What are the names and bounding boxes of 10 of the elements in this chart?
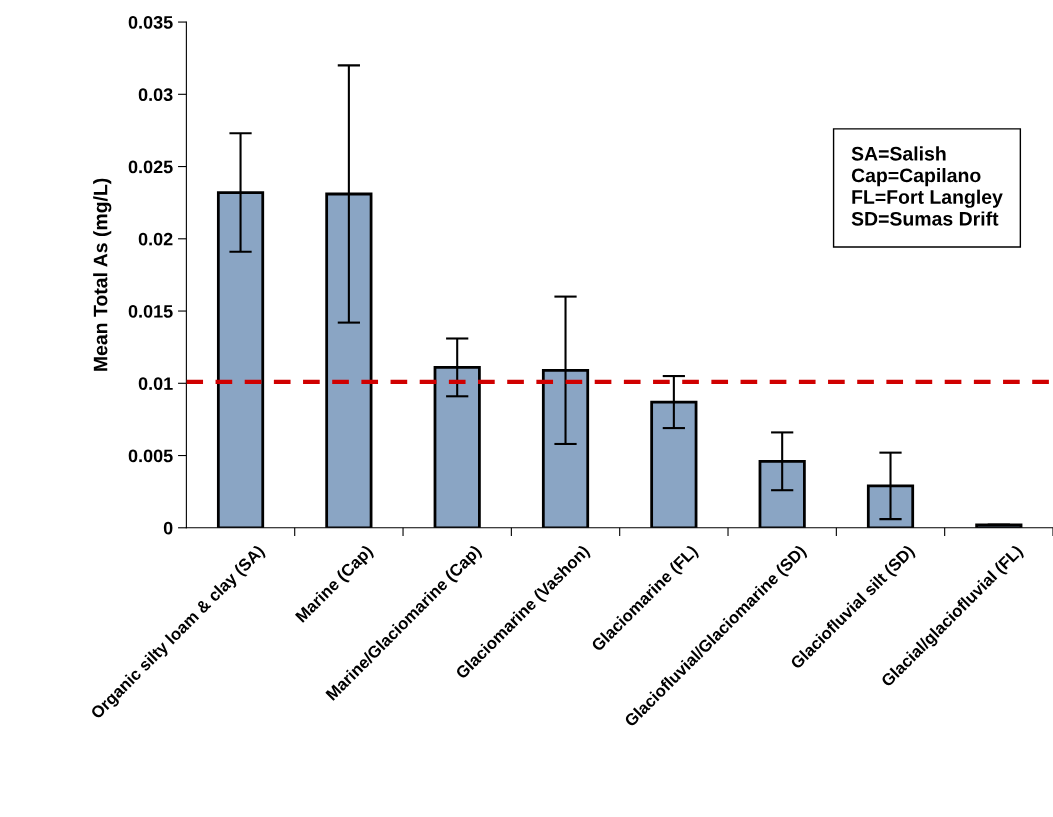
y-axis-title: Mean Total As (mg/L) bbox=[93, 178, 112, 371]
y-tick-label: 0.015 bbox=[128, 304, 173, 318]
y-tick-label: 0.035 bbox=[128, 15, 173, 29]
y-tick-label: 0.01 bbox=[138, 377, 173, 391]
annotation: SA=Salish Cap=Capilano FL=Fort Langley SD=Sumas Drift bbox=[851, 146, 1003, 226]
y-tick-label: 0 bbox=[163, 521, 173, 535]
y-tick-label: 0.025 bbox=[128, 160, 173, 174]
y-tick-label: 0.03 bbox=[138, 88, 173, 102]
y-tick-label: 0.005 bbox=[128, 449, 173, 463]
y-tick-label: 0.02 bbox=[138, 232, 173, 246]
